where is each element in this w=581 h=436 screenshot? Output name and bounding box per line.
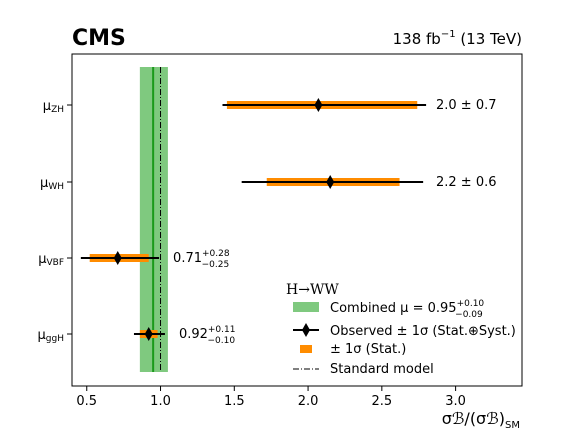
legend-sm-label: Standard model [330,362,434,377]
x-tick-label-1: 1.0 [150,394,171,409]
x-tick-label-5: 3.0 [445,394,466,409]
x-axis-label: σℬ/(σℬ)SM [442,409,520,431]
value-label-wh: 2.2 ± 0.6 [436,175,497,190]
value-label-zh: 2.0 ± 0.7 [436,98,497,113]
value-label-ggh: 0.92+0.11 −0.10 [179,325,236,346]
legend: H→WW Combined μ = 0.95+0.10 −0.09 Observe… [286,282,516,377]
y-tick-label-ggh: μggH [38,328,64,344]
luminosity-label: 138 fb−1 (13 TeV) [393,29,522,48]
x-tick-label-3: 2.0 [298,394,319,409]
value-label-vbf: 0.71+0.28 −0.25 [173,249,230,270]
legend-combined-sub: −0.09 [455,310,483,320]
y-tick-label-vbf: μVBF [38,252,64,268]
observed-marker-zh [314,98,323,112]
y-tick-label-wh: μWH [40,176,64,192]
plot-area: 0.5 1.0 1.5 2.0 2.5 3.0 μZH 2.0 ± 0.7 μWH 2.2 ± 0… [38,67,497,409]
x-tick-label-0: 0.5 [76,394,97,409]
legend-stat-label: ± 1σ (Stat.) [330,342,406,357]
legend-combined-swatch [293,302,319,312]
legend-observed-label: Observed ± 1σ (Stat.⊕Syst.) [330,324,516,339]
observed-marker-wh [326,175,335,189]
experiment-label: CMS [72,26,126,51]
y-tick-label-zh: μZH [43,99,64,115]
observed-marker-vbf [113,251,122,265]
observed-marker-ggh [144,327,153,341]
plot-frame [71,53,523,387]
x-tick-label-2: 1.5 [224,394,245,409]
legend-stat-swatch [300,345,312,353]
luminosity-exponent: −1 [441,29,456,40]
legend-title: H→WW [286,282,339,298]
x-tick-label-4: 2.5 [371,394,392,409]
legend-combined-label: Combined μ = 0.95+0.10 −0.09 [330,299,484,320]
legend-observed-marker [302,323,310,337]
legend-combined-sup: +0.10 [457,299,485,309]
